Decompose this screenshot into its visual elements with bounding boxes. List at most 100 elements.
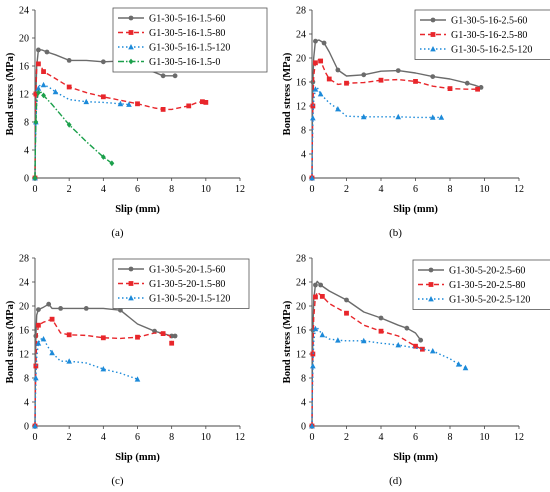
- y-tick-label: 28: [296, 6, 306, 17]
- x-tick-label: 10: [480, 432, 490, 443]
- legend: G1-30-5-20-1.5-60 G1-30-5-20-1.5-80 G1-30-…: [112, 258, 250, 309]
- legend-marker: [430, 46, 436, 52]
- x-tick-label: 12: [514, 184, 524, 195]
- data-point: [46, 301, 52, 307]
- data-point: [326, 76, 332, 82]
- y-tick-label: 24: [19, 6, 29, 17]
- data-point: [36, 47, 41, 53]
- y-tick-label: 4: [24, 146, 29, 157]
- data-point: [36, 307, 41, 312]
- y-tick-label: 4: [24, 398, 29, 409]
- series-1: [309, 280, 424, 429]
- panel-label: (a): [111, 227, 124, 239]
- data-point: [100, 154, 106, 160]
- y-axis-title: Bond stress (MPa): [5, 52, 16, 135]
- data-point: [172, 333, 178, 339]
- data-point: [319, 331, 326, 338]
- data-point: [395, 68, 401, 73]
- y-tick-label: 20: [296, 302, 306, 313]
- data-point: [160, 331, 166, 336]
- series-1: [32, 301, 178, 429]
- y-tick-label: 8: [24, 118, 29, 129]
- data-point: [160, 73, 166, 79]
- data-point: [344, 310, 349, 316]
- data-point: [360, 337, 367, 344]
- data-point: [438, 114, 445, 120]
- y-tick-label: 16: [296, 326, 306, 337]
- x-tick-label: 4: [379, 432, 384, 443]
- legend-marker: [428, 282, 434, 287]
- x-axis-title: Slip (mm): [115, 452, 160, 463]
- data-point: [319, 294, 325, 299]
- x-tick-label: 0: [33, 432, 38, 443]
- series-line: [311, 58, 478, 179]
- data-point: [418, 337, 424, 343]
- series-2: [32, 61, 209, 181]
- data-point: [321, 40, 327, 46]
- y-tick-label: 24: [296, 278, 306, 289]
- series-line: [34, 90, 113, 179]
- x-axis-title: Slip (mm): [393, 452, 438, 463]
- y-tick-label: 8: [301, 374, 306, 385]
- data-point: [464, 80, 470, 86]
- series-line: [311, 326, 466, 427]
- data-point: [335, 67, 341, 73]
- data-point: [135, 101, 140, 107]
- y-tick-label: 24: [19, 278, 29, 289]
- data-point: [313, 282, 318, 288]
- legend-label: G1-30-5-20-1.5-80: [149, 279, 225, 290]
- series-3: [309, 86, 445, 181]
- panel-label: (c): [111, 475, 124, 487]
- data-point: [429, 114, 436, 120]
- data-point: [66, 84, 72, 90]
- x-tick-label: 6: [413, 184, 418, 195]
- legend-label: G1-30-5-16-2.5-80: [451, 30, 527, 41]
- x-tick-label: 8: [448, 432, 453, 443]
- y-tick-label: 20: [19, 34, 29, 45]
- data-point: [395, 113, 402, 120]
- data-point: [100, 59, 106, 65]
- data-point: [378, 328, 384, 334]
- data-point: [310, 79, 316, 85]
- x-tick-label: 10: [201, 184, 211, 195]
- data-point: [203, 100, 209, 105]
- y-tick-label: 0: [301, 174, 306, 185]
- legend-label: G1-30-5-16-1.5-120: [149, 43, 230, 54]
- legend-marker: [128, 58, 134, 65]
- data-point: [83, 98, 90, 105]
- data-point: [40, 81, 47, 88]
- data-point: [40, 336, 47, 342]
- x-tick-label: 10: [201, 432, 211, 443]
- y-tick-label: 28: [296, 254, 306, 265]
- legend: G1-30-5-16-1.5-60 G1-30-5-16-1.5-80 G1-30-…: [112, 7, 268, 73]
- data-point: [52, 88, 59, 95]
- x-tick-label: 2: [67, 184, 72, 195]
- x-tick-label: 0: [310, 432, 315, 443]
- series-3: [32, 336, 141, 429]
- x-tick-label: 2: [67, 432, 72, 443]
- data-point: [313, 294, 318, 300]
- legend-label: G1-30-5-20-2.5-60: [449, 266, 525, 277]
- x-tick-label: 8: [169, 432, 174, 443]
- series-line: [34, 63, 206, 179]
- legend-marker: [128, 15, 134, 21]
- x-tick-label: 10: [480, 184, 490, 195]
- legend: G1-30-5-16-2.5-60 G1-30-5-16-2.5-80 G1-30-…: [414, 9, 550, 60]
- data-point: [429, 348, 436, 354]
- data-point: [32, 423, 38, 429]
- data-point: [310, 363, 316, 369]
- x-tick-label: 12: [235, 184, 245, 195]
- data-point: [66, 332, 72, 338]
- series-line: [34, 303, 176, 427]
- data-point: [318, 58, 324, 64]
- data-point: [169, 340, 175, 346]
- series-3: [32, 81, 132, 181]
- series-line: [34, 338, 138, 427]
- data-point: [32, 175, 38, 181]
- y-axis-title: Bond stress (MPa): [5, 300, 16, 383]
- data-point: [309, 423, 315, 429]
- y-tick-label: 12: [296, 102, 306, 113]
